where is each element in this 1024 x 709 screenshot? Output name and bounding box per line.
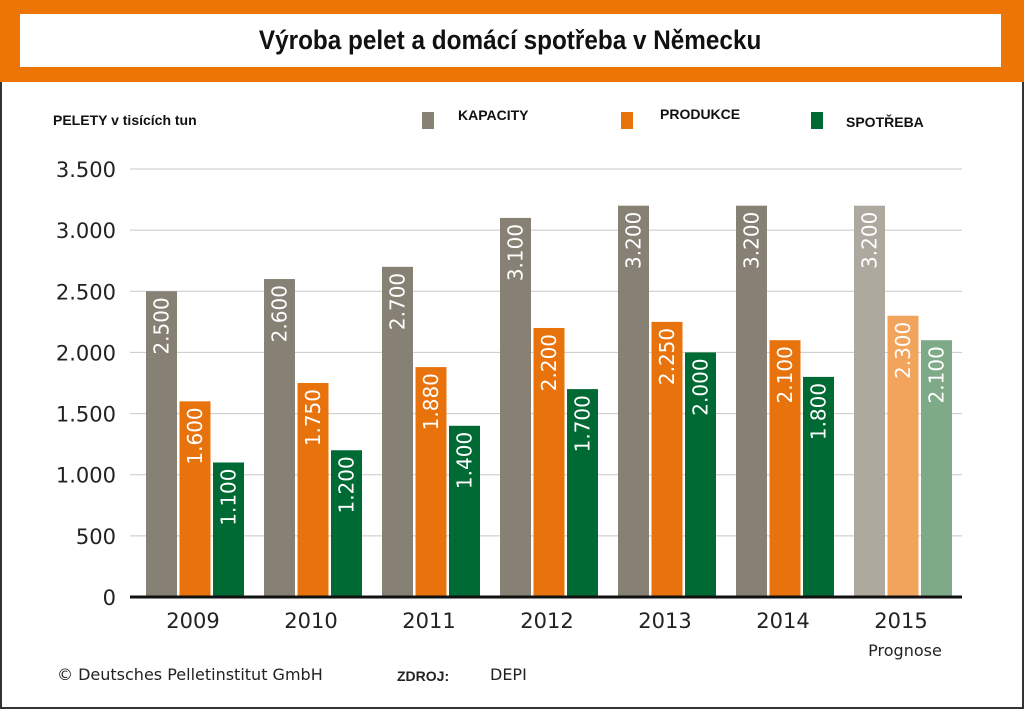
legend-label-spotreba: SPOTŘEBA [846, 114, 924, 130]
data-label: 2.200 [537, 334, 561, 391]
data-label: 1.600 [183, 407, 207, 464]
legend-label-produkce: PRODUKCE [660, 106, 741, 122]
y-tick-label: 2.000 [56, 341, 116, 365]
y-tick-label: 1.000 [56, 464, 116, 488]
data-label: 1.880 [419, 373, 443, 430]
data-label: 1.100 [217, 468, 241, 525]
data-label: 3.200 [740, 212, 764, 269]
title-band: Výroba pelet a domácí spotřeba v Německu [0, 0, 1024, 82]
x-tick-label: 2011 [402, 609, 455, 633]
bar-kapacity-2012 [500, 217, 531, 597]
bar-kapacity-2011 [382, 266, 413, 597]
bar-spotřeba-2010 [331, 450, 362, 597]
data-label: 2.600 [268, 285, 292, 342]
bar-produkce-2009 [179, 401, 211, 597]
x-tick-label: 2015 [874, 609, 927, 633]
bar-produkce-2013 [651, 321, 683, 597]
data-label: 3.200 [622, 212, 646, 269]
data-label: 1.700 [571, 395, 595, 452]
copyright: © Deutsches Pelletinstitut GmbH [57, 665, 323, 684]
legend-swatch-produkce [621, 112, 633, 129]
chart-title: Výroba pelet a domácí spotřeba v Německu [259, 25, 762, 55]
data-label: 3.100 [504, 224, 528, 281]
source-label: ZDROJ: [397, 668, 450, 684]
data-label: 2.500 [150, 297, 174, 354]
source: DEPI [490, 665, 527, 684]
data-label: 1.200 [335, 456, 359, 513]
data-label: 1.800 [807, 383, 831, 440]
bar-produkce-2011 [415, 367, 447, 597]
y-tick-label: 3.500 [56, 158, 116, 182]
data-label: 2.300 [891, 322, 915, 379]
data-label: 2.100 [925, 346, 949, 403]
bar-produkce-2014 [769, 340, 801, 597]
legend-swatch-spotreba [811, 112, 823, 129]
bar-spotřeba-2012 [567, 389, 598, 597]
bar-spotřeba-2011 [449, 425, 480, 597]
data-label: 2.000 [689, 358, 713, 415]
bar-kapacity-2013 [618, 205, 649, 597]
legend-swatch-kapacity [422, 112, 434, 129]
x-tick-label: 2012 [520, 609, 573, 633]
y-tick-label: 2.500 [56, 280, 116, 304]
bar-spotřeba-2014 [803, 376, 834, 597]
bar-kapacity-2014 [736, 205, 767, 597]
data-label: 3.200 [858, 212, 882, 269]
x-tick-label: 2013 [638, 609, 691, 633]
bar-kapacity-2015 [854, 205, 885, 597]
data-label: 2.100 [773, 346, 797, 403]
bar-produkce-2015 [887, 315, 919, 597]
bar-spotřeba-2009 [213, 462, 244, 597]
bar-produkce-2012 [533, 327, 565, 597]
bar-spotřeba-2015 [921, 340, 952, 597]
y-tick-label: 3.000 [56, 219, 116, 243]
y-tick-label: 500 [76, 525, 116, 549]
bar-kapacity-2009 [146, 291, 177, 597]
y-axis-label: PELETY v tisících tun [53, 112, 197, 128]
legend-label-kapacity: KAPACITY [458, 107, 529, 123]
x-tick-label: 2014 [756, 609, 809, 633]
data-label: 1.400 [453, 432, 477, 489]
x-tick-label: 2010 [284, 609, 337, 633]
y-tick-label: 0 [103, 586, 116, 610]
bar-produkce-2010 [297, 383, 329, 597]
forecast-note: Prognose [868, 641, 942, 660]
data-label: 2.250 [655, 328, 679, 385]
x-tick-label: 2009 [166, 609, 219, 633]
title-box: Výroba pelet a domácí spotřeba v Německu [20, 14, 1001, 67]
bar-spotřeba-2013 [685, 352, 716, 597]
data-label: 2.700 [386, 273, 410, 330]
data-label: 1.750 [301, 389, 325, 446]
y-tick-label: 1.500 [56, 403, 116, 427]
bar-kapacity-2010 [264, 279, 295, 597]
